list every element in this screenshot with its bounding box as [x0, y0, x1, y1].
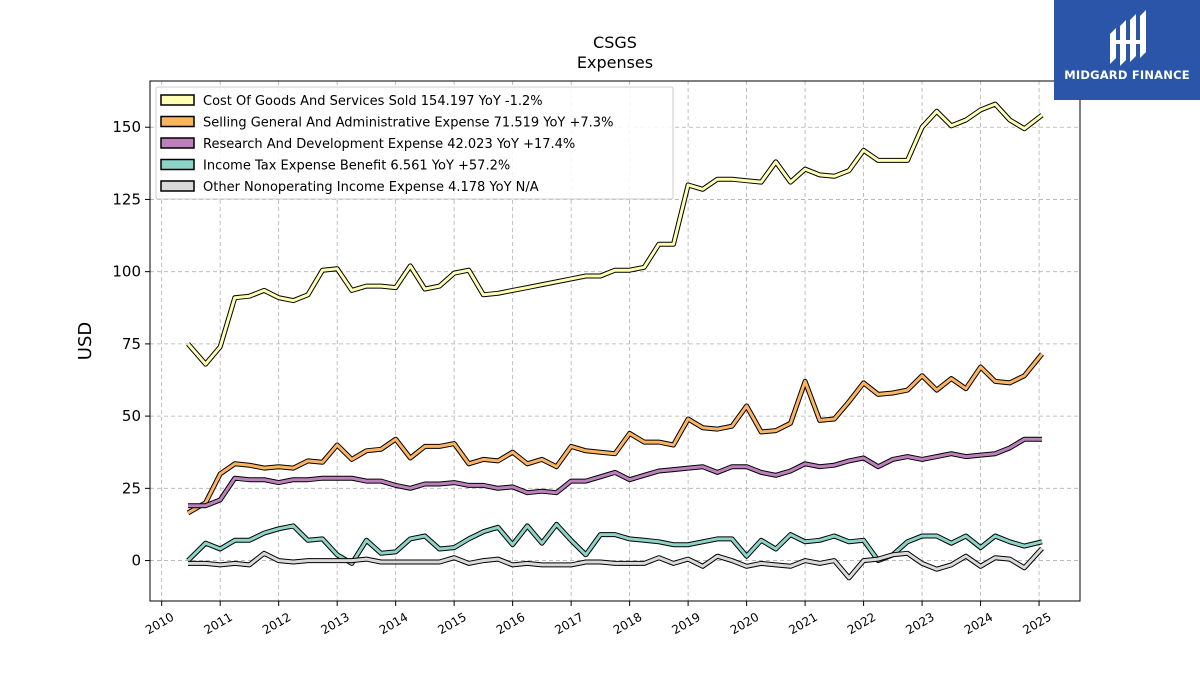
series-line — [187, 353, 1044, 515]
legend-entry: Research And Development Expense 42.023 … — [203, 137, 575, 152]
y-tick-label: 150 — [112, 118, 141, 136]
legend-swatch — [160, 137, 195, 149]
plot-frame — [149, 80, 1081, 602]
x-tick-label: 2016 — [494, 610, 527, 637]
x-tick-label: 2025 — [1020, 610, 1053, 637]
x-tick-label: 2019 — [669, 610, 702, 637]
series-line — [188, 437, 1042, 508]
series-line-outline — [186, 352, 1044, 516]
legend-box — [155, 86, 674, 200]
x-tick-label: 2022 — [845, 610, 878, 637]
x-tick-label: 2021 — [786, 610, 819, 637]
series-1 — [186, 352, 1044, 516]
x-tick-label: 2017 — [552, 610, 585, 637]
legend-entry: Other Nonoperating Income Expense 4.178 … — [203, 180, 539, 195]
x-tick-label: 2011 — [201, 610, 234, 637]
y-tick-label: 125 — [112, 190, 141, 208]
y-tick-label: 25 — [122, 479, 141, 497]
series-line — [186, 522, 1043, 565]
legend-swatch — [160, 158, 195, 171]
midgard-logo-icon — [1054, 0, 1200, 100]
x-tick-label: 2012 — [260, 610, 293, 637]
legend-swatch — [160, 180, 195, 192]
legend-entry: Cost Of Goods And Services Sold 154.197 … — [203, 94, 543, 109]
x-tick-label: 2020 — [728, 610, 761, 637]
x-tick-label: 2018 — [611, 610, 644, 637]
series-line — [186, 102, 1043, 366]
legend-swatch — [160, 94, 195, 106]
x-tick-label: 2023 — [903, 610, 936, 637]
series-2 — [188, 436, 1042, 509]
series-3 — [186, 521, 1043, 566]
y-axis-label: USD — [75, 322, 96, 360]
series-line — [188, 547, 1044, 580]
y-tick-label: 50 — [122, 407, 141, 425]
x-tick-label: 2010 — [143, 610, 176, 637]
chart-title: CSGS — [593, 33, 637, 52]
y-tick-label: 75 — [122, 335, 141, 353]
legend-entry: Selling General And Administrative Expen… — [203, 116, 613, 131]
logo-text: MIDGARD FINANCE — [1064, 68, 1190, 82]
series-4 — [188, 546, 1044, 581]
x-tick-label: 2024 — [962, 610, 995, 637]
series-lines — [186, 101, 1044, 581]
x-tick-label: 2013 — [318, 610, 351, 637]
legend: Cost Of Goods And Services Sold 154.197 … — [155, 86, 674, 200]
y-tick-label: 100 — [112, 263, 141, 281]
series-0 — [186, 101, 1044, 367]
legend-entry: Income Tax Expense Benefit 6.561 YoY +57… — [203, 159, 510, 174]
midgard-finance-logo: MIDGARD FINANCE — [1054, 0, 1200, 100]
x-tick-label: 2015 — [435, 610, 468, 637]
y-tick-label: 0 — [131, 552, 141, 570]
x-tick-label: 2014 — [377, 610, 410, 637]
legend-swatch — [160, 115, 195, 128]
chart-subtitle: Expenses — [577, 53, 653, 72]
